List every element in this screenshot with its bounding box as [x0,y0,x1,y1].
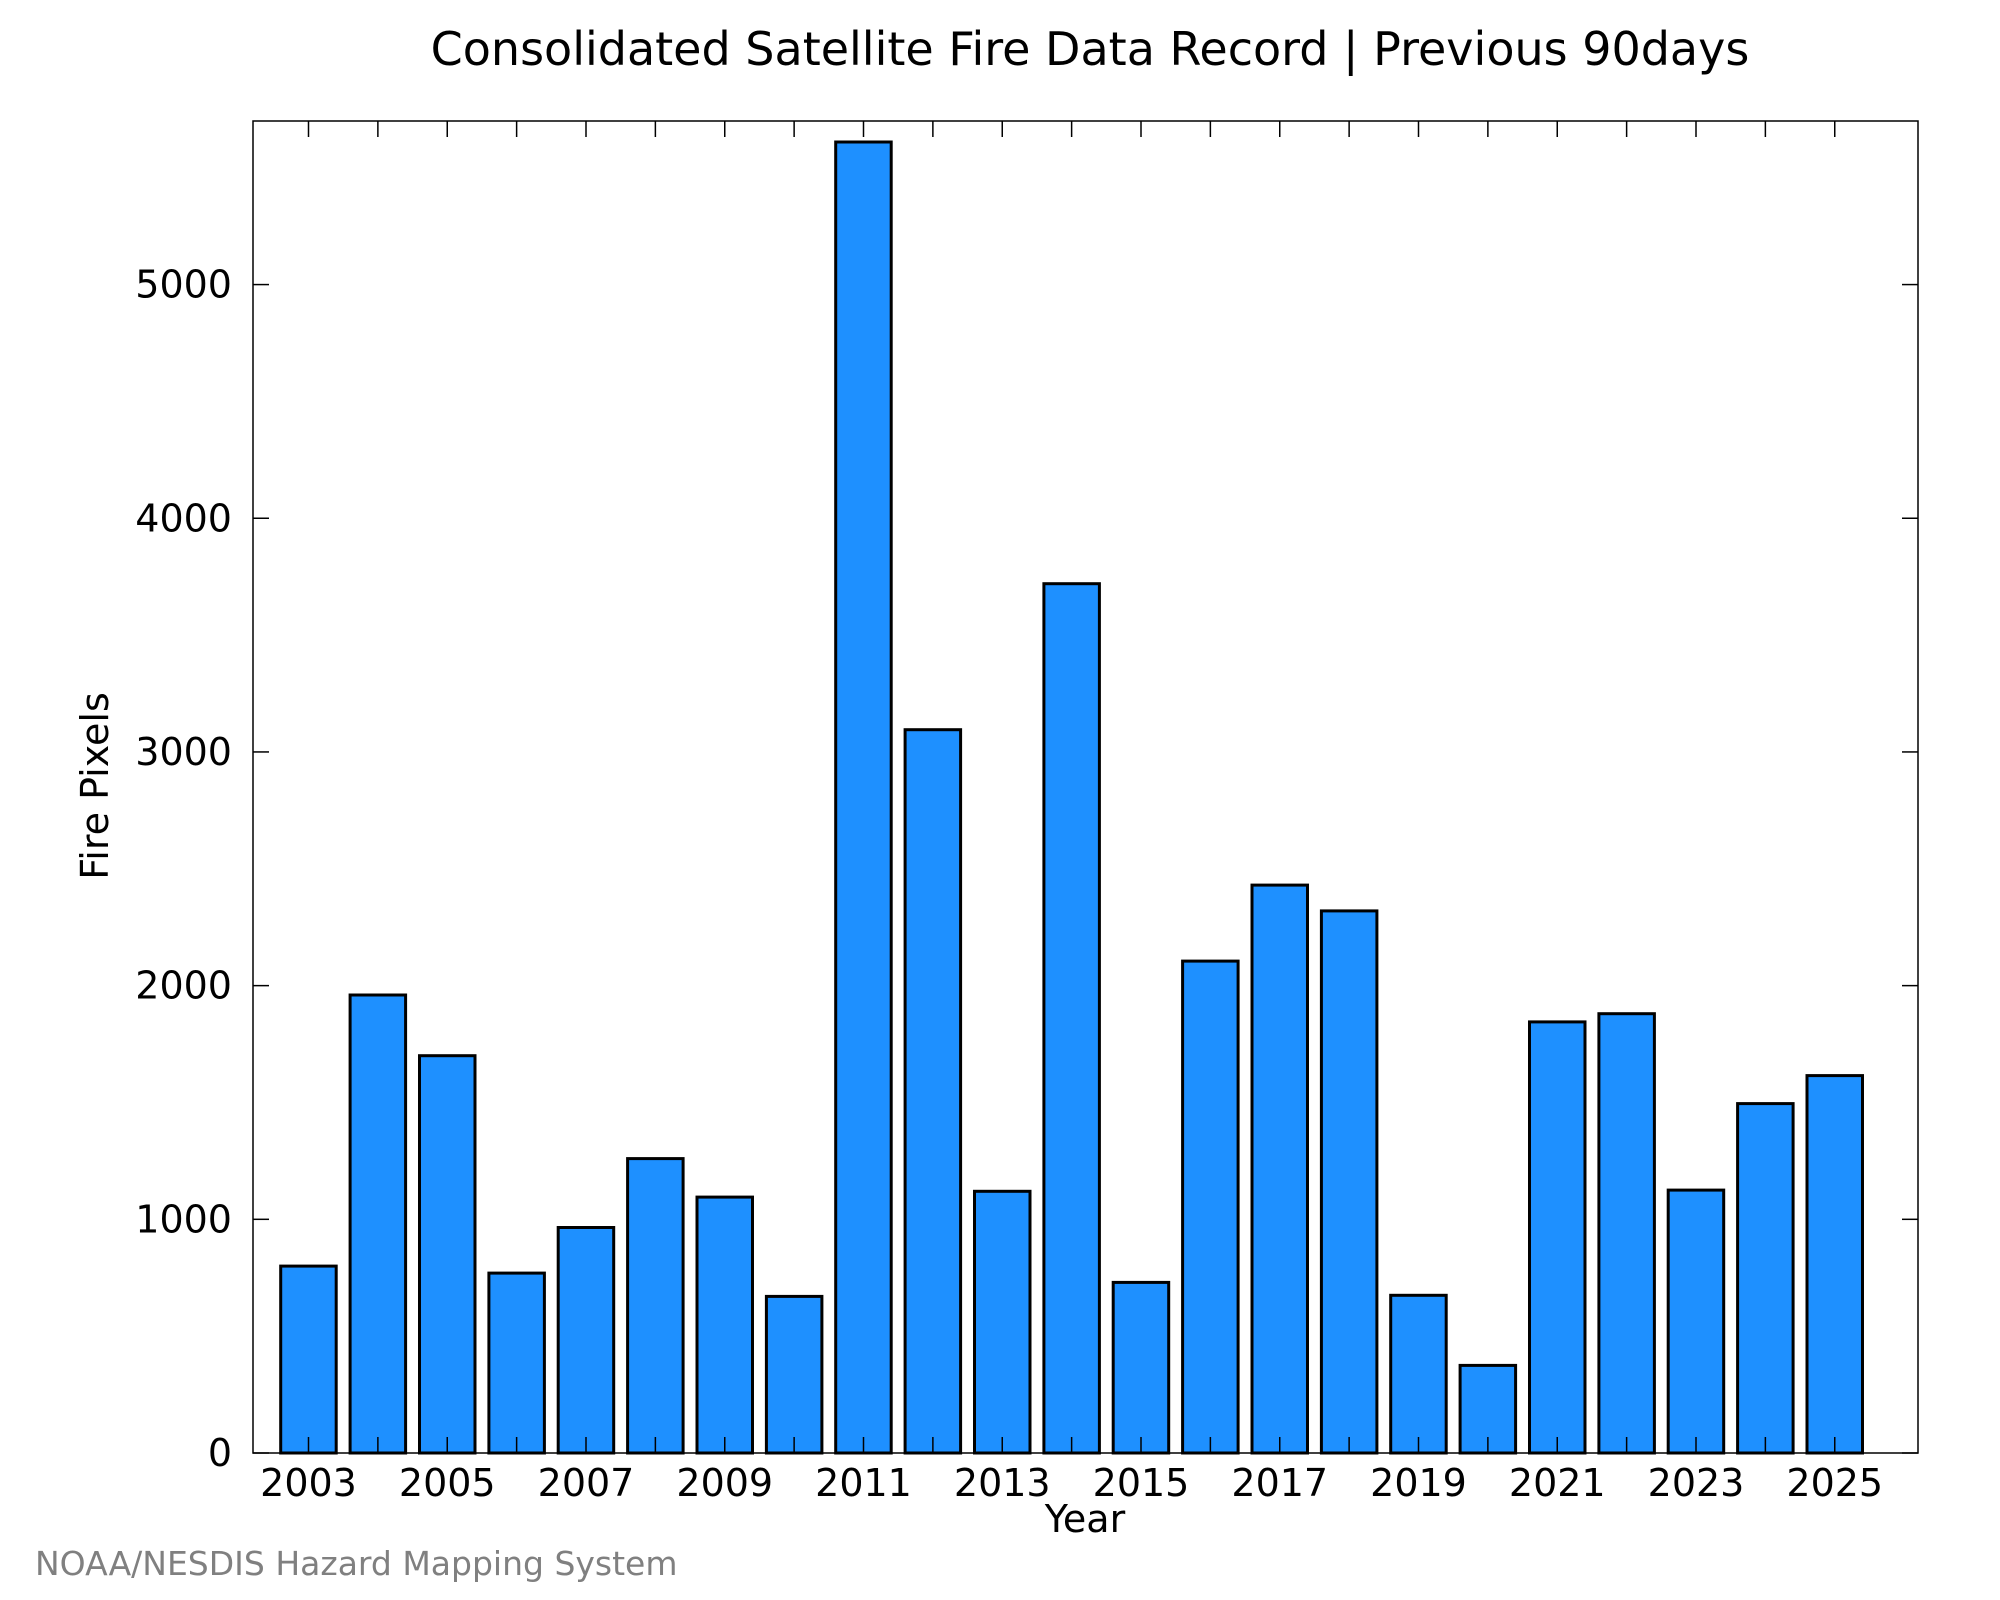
x-tick-label-2023: 2023 [1648,1461,1745,1505]
chart-title: Consolidated Satellite Fire Data Record … [431,22,1750,77]
plot-frame [252,120,1919,1454]
x-tick-label-2011: 2011 [815,1461,912,1505]
y-tick-label-5000: 5000 [135,263,232,307]
x-tick-label-2013: 2013 [954,1461,1051,1505]
y-axis-label: Fire Pixels [73,692,117,880]
x-axis-label: Year [1044,1497,1126,1541]
bar-2013 [973,1189,1032,1455]
x-tick-label-2025: 2025 [1786,1461,1883,1505]
x-tick-label-2015: 2015 [1093,1461,1190,1505]
bar-2012 [903,728,963,1455]
y-tick-label-2000: 2000 [135,964,232,1008]
bar-2008 [626,1157,685,1455]
bar-2016 [1181,959,1240,1455]
bar-2017 [1250,883,1309,1455]
bar-2019 [1389,1293,1448,1455]
x-tick-label-2005: 2005 [399,1461,496,1505]
x-tick-label-2019: 2019 [1370,1461,1467,1505]
bar-2006 [487,1271,546,1455]
y-tick-label-0: 0 [208,1431,232,1475]
bar-2015 [1111,1280,1171,1455]
bar-2025 [1805,1074,1864,1455]
ticks-group [253,121,1918,1454]
bar-2003 [279,1264,338,1455]
x-tick-labels: 2003 2005 2007 2009 2011 2013 2015 2017 2019 2021… [260,1461,1883,1505]
y-tick-label-4000: 4000 [135,496,232,540]
y-tick-label-3000: 3000 [135,730,232,774]
bar-2021 [1528,1020,1587,1455]
x-tick-label-2017: 2017 [1231,1461,1328,1505]
x-tick-label-2021: 2021 [1509,1461,1606,1505]
x-tick-label-2007: 2007 [538,1461,635,1505]
credit-text: NOAA/NESDIS Hazard Mapping System [35,1544,678,1583]
bar-2007 [556,1226,616,1455]
x-tick-label-2003: 2003 [260,1461,357,1505]
bar-2010 [764,1294,824,1455]
bar-2009 [695,1195,754,1455]
bars-group [279,140,1864,1455]
bar-2023 [1666,1188,1726,1455]
bar-2004 [348,993,408,1455]
y-tick-labels: 0 1000 2000 3000 4000 5000 [135,263,232,1475]
bar-2014 [1042,582,1101,1455]
bar-2005 [418,1054,477,1455]
bar-2011 [834,140,893,1455]
bar-2018 [1319,909,1379,1455]
x-tick-label-2009: 2009 [676,1461,773,1505]
bar-2022 [1597,1012,1656,1455]
bar-2024 [1736,1102,1795,1455]
y-tick-label-1000: 1000 [135,1197,232,1241]
